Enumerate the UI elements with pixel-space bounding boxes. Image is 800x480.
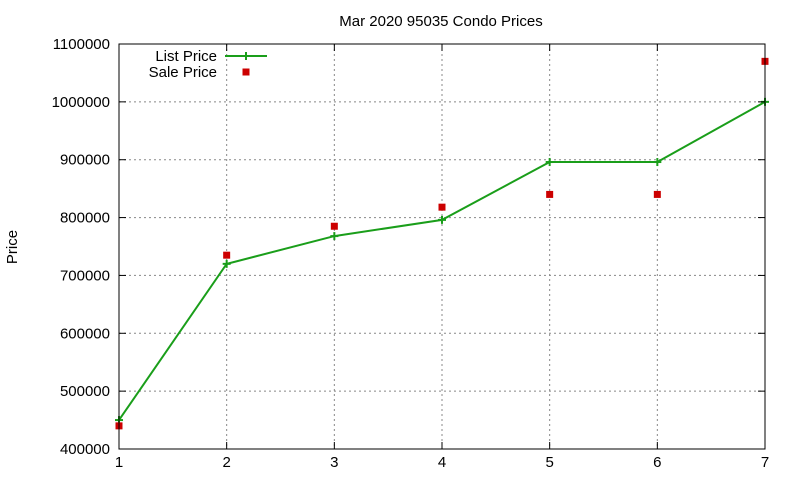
x-tick-label: 4 [438, 454, 446, 471]
y-tick-label: 400000 [60, 441, 110, 458]
list-price-point [330, 232, 339, 241]
sale-price-point [330, 222, 338, 230]
legend-label-sale-price: Sale Price [149, 64, 217, 81]
sale-price-point [438, 203, 446, 211]
y-tick-label: 1000000 [52, 94, 110, 111]
y-tick-label: 900000 [60, 152, 110, 169]
legend: List Price Sale Price [149, 48, 267, 81]
plot-series [115, 57, 769, 430]
list-price-point [545, 158, 554, 167]
x-tick-label: 7 [761, 454, 769, 471]
sale-price-point [223, 251, 231, 259]
axis-ticks: 400000 500000 600000 700000 800000 900000 1000… [52, 36, 770, 471]
y-tick-label: 800000 [60, 210, 110, 227]
y-tick-label: 600000 [60, 325, 110, 342]
y-axis-label: Price [4, 230, 21, 264]
x-tick-label: 1 [115, 454, 123, 471]
list-price-point [222, 259, 231, 268]
grid-lines [119, 44, 765, 449]
x-tick-label: 5 [545, 454, 553, 471]
list-price-point [438, 215, 446, 224]
x-tick-label: 2 [222, 454, 230, 471]
legend-label-list-price: List Price [155, 48, 217, 65]
x-tick-label: 6 [653, 454, 661, 471]
legend-swatch-sale-price [242, 68, 250, 76]
x-tick-label: 3 [330, 454, 338, 471]
chart-title: Mar 2020 95035 Condo Prices [339, 13, 542, 30]
y-tick-label: 700000 [60, 267, 110, 284]
sale-price-point [546, 190, 554, 198]
y-tick-label: 1100000 [53, 36, 110, 53]
y-tick-label: 500000 [60, 383, 110, 400]
list-price-point [653, 158, 662, 167]
sale-price-point [653, 190, 661, 198]
